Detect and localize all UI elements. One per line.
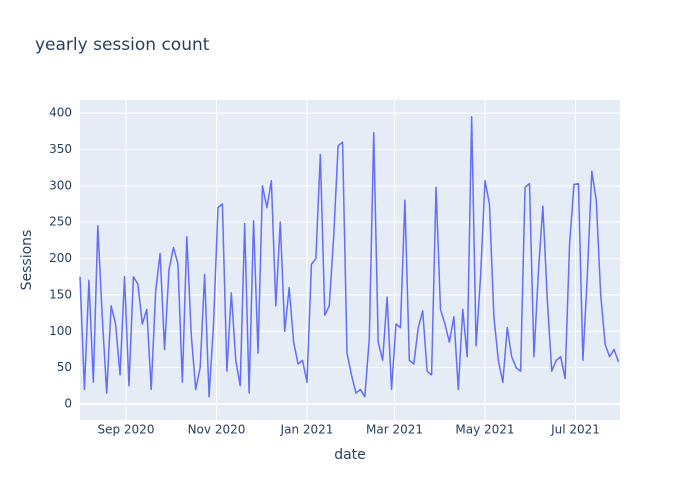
y-tick-label: 200 — [49, 251, 72, 265]
y-tick-label: 350 — [49, 142, 72, 156]
x-tick-label: Jan 2021 — [280, 423, 334, 437]
x-tick-label: Nov 2020 — [188, 423, 246, 437]
x-tick-label: May 2021 — [455, 423, 514, 437]
x-tick-label: Mar 2021 — [366, 423, 423, 437]
y-tick-label: 0 — [64, 397, 72, 411]
y-tick-label: 250 — [49, 215, 72, 229]
x-tick-label: Jul 2021 — [550, 423, 600, 437]
y-tick-label: 300 — [49, 178, 72, 192]
y-tick-label: 400 — [49, 106, 72, 120]
x-tick-label: Sep 2020 — [97, 423, 154, 437]
x-axis-title: date — [334, 447, 366, 463]
y-axis-title: Sessions — [19, 230, 35, 291]
y-tick-label: 100 — [49, 324, 72, 338]
y-tick-label: 50 — [57, 360, 72, 374]
y-tick-label: 150 — [49, 287, 72, 301]
chart-title: yearly session count — [35, 35, 210, 55]
data-line — [79, 115, 620, 398]
